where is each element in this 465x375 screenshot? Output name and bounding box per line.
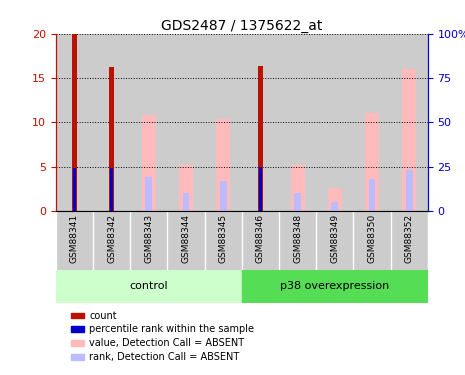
- Bar: [391, 211, 428, 270]
- Bar: [316, 211, 353, 270]
- Bar: [72, 34, 77, 211]
- Bar: [242, 211, 279, 270]
- Bar: [291, 165, 305, 211]
- Bar: [259, 166, 261, 211]
- Text: GSM88348: GSM88348: [293, 214, 302, 263]
- Bar: [391, 34, 428, 211]
- Title: GDS2487 / 1375622_at: GDS2487 / 1375622_at: [161, 19, 323, 33]
- Bar: [294, 193, 301, 211]
- Text: GSM88342: GSM88342: [107, 214, 116, 263]
- Text: GSM88352: GSM88352: [405, 214, 414, 263]
- Bar: [279, 211, 316, 270]
- Bar: [205, 34, 242, 211]
- Bar: [71, 327, 84, 332]
- Bar: [93, 211, 130, 270]
- Text: GSM88346: GSM88346: [256, 214, 265, 263]
- Bar: [316, 34, 353, 211]
- Bar: [406, 170, 412, 211]
- Text: p38 overexpression: p38 overexpression: [280, 281, 389, 291]
- Text: GSM88350: GSM88350: [367, 214, 377, 263]
- Bar: [71, 354, 84, 360]
- Bar: [146, 177, 152, 211]
- Bar: [167, 211, 205, 270]
- Bar: [216, 119, 230, 211]
- Text: percentile rank within the sample: percentile rank within the sample: [89, 324, 254, 334]
- Bar: [56, 34, 93, 211]
- Bar: [328, 188, 342, 211]
- Bar: [56, 211, 93, 270]
- Bar: [402, 69, 416, 211]
- Bar: [205, 211, 242, 270]
- Bar: [183, 193, 189, 211]
- Bar: [71, 340, 84, 346]
- Bar: [73, 168, 75, 211]
- Bar: [167, 34, 205, 211]
- Bar: [109, 66, 114, 211]
- Text: GSM88344: GSM88344: [181, 214, 191, 263]
- Bar: [369, 179, 375, 211]
- Text: GSM88345: GSM88345: [219, 214, 228, 263]
- Bar: [71, 313, 84, 318]
- Bar: [258, 66, 263, 211]
- Bar: [279, 34, 316, 211]
- Bar: [242, 270, 428, 303]
- Bar: [242, 34, 279, 211]
- Bar: [93, 34, 130, 211]
- Bar: [353, 34, 391, 211]
- Text: rank, Detection Call = ABSENT: rank, Detection Call = ABSENT: [89, 352, 239, 362]
- Bar: [179, 165, 193, 211]
- Text: value, Detection Call = ABSENT: value, Detection Call = ABSENT: [89, 338, 245, 348]
- Text: GSM88341: GSM88341: [70, 214, 79, 263]
- Text: GSM88343: GSM88343: [144, 214, 153, 263]
- Bar: [220, 181, 226, 211]
- Bar: [332, 202, 338, 211]
- Text: GSM88349: GSM88349: [330, 214, 339, 263]
- Bar: [130, 211, 167, 270]
- Text: count: count: [89, 310, 117, 321]
- Bar: [365, 114, 379, 211]
- Bar: [353, 211, 391, 270]
- Text: control: control: [129, 281, 168, 291]
- Bar: [142, 115, 156, 211]
- Bar: [130, 34, 167, 211]
- Bar: [56, 270, 242, 303]
- Bar: [111, 168, 113, 211]
